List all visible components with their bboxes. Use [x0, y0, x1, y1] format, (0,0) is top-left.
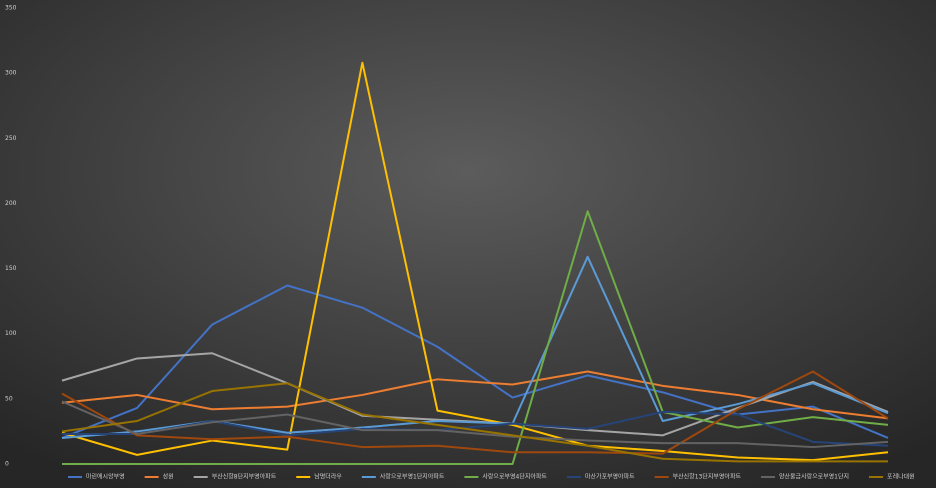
- legend-label: 남명더라우: [314, 473, 342, 481]
- y-tick-label: 300: [5, 70, 17, 77]
- legend-label: 성원: [163, 473, 174, 481]
- y-tick-label: 200: [5, 200, 17, 207]
- y-tick-label: 0: [5, 461, 9, 468]
- legend-label: 사랑으로부영1단지아파트: [380, 473, 445, 481]
- legend-label: 포레나대원: [887, 473, 915, 481]
- y-tick-label: 50: [5, 395, 13, 402]
- series-line: [61, 284, 889, 439]
- legend-label: 마산가포부영아파트: [585, 473, 635, 481]
- series-line: [62, 210, 889, 465]
- legend-label: 양산물금사랑으로부영1단지: [779, 473, 849, 481]
- legend-label: 마린에시앙부영: [86, 473, 125, 481]
- series-line: [61, 370, 889, 455]
- y-tick-label: 100: [5, 330, 17, 337]
- legend-label: 사랑으로부영4단지아파트: [482, 473, 547, 481]
- y-tick-label: 350: [5, 5, 17, 12]
- series-line: [61, 400, 889, 449]
- series-line: [62, 410, 889, 447]
- series-line: [61, 382, 888, 463]
- y-tick-label: 150: [5, 265, 17, 272]
- y-tick-label: 250: [5, 135, 17, 142]
- legend-label: 부산신항8단지부영아파트: [212, 473, 277, 481]
- series-line: [61, 61, 889, 462]
- series-line: [61, 370, 889, 420]
- legend-label: 부산신항13단지부영아파트: [673, 473, 742, 481]
